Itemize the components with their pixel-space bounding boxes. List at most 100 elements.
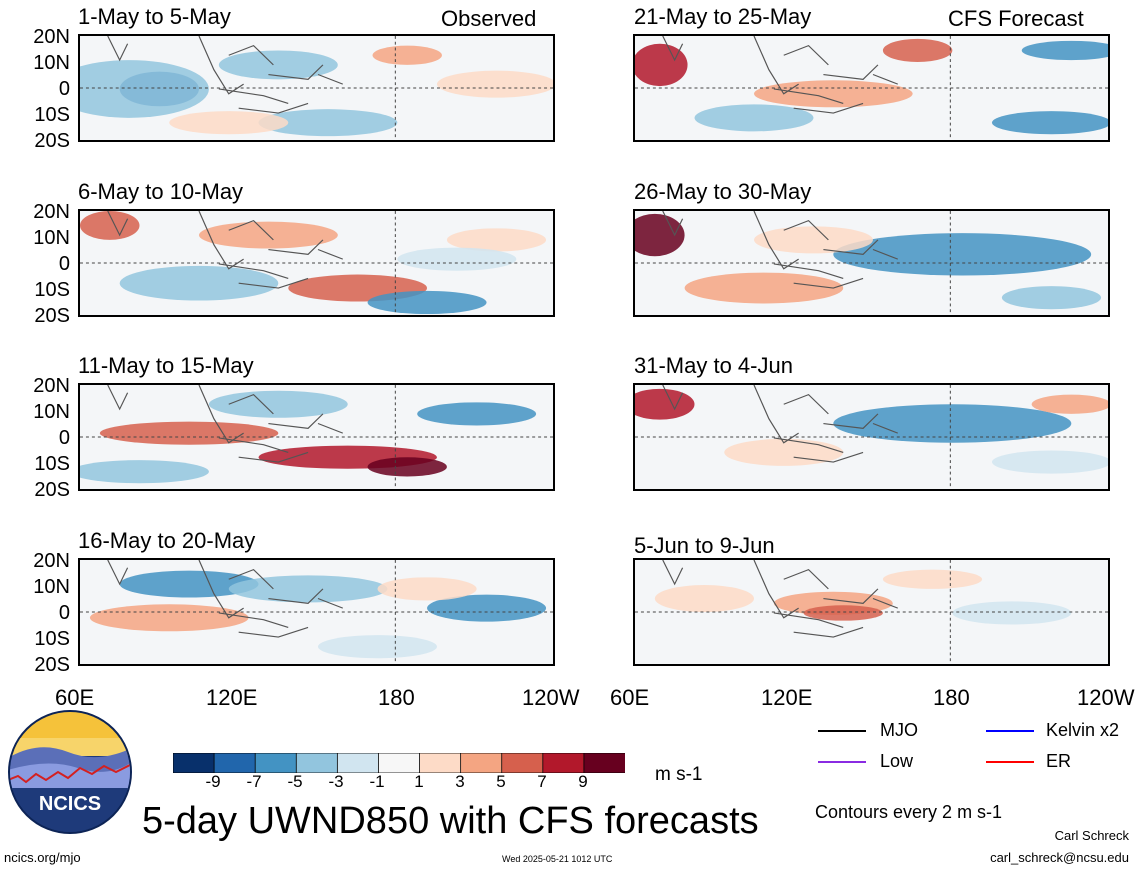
legend-swatch-mjo bbox=[818, 730, 866, 732]
colorbar-label: -9 bbox=[205, 772, 221, 791]
colorbar-label: 9 bbox=[578, 772, 588, 791]
anomaly-field bbox=[635, 211, 1108, 315]
observed-header: Observed bbox=[441, 6, 537, 31]
colorbar-swatch bbox=[295, 752, 339, 774]
anomaly-blob bbox=[991, 111, 1108, 135]
anomaly-blob bbox=[218, 50, 338, 80]
lat-label: 10N bbox=[33, 401, 70, 423]
footer-author: Carl Schreck bbox=[1054, 828, 1129, 843]
lat-label: 0 bbox=[58, 253, 70, 275]
lon-label: 60E bbox=[55, 685, 95, 710]
colorbar-swatch bbox=[460, 752, 503, 774]
legend-label-low: Low bbox=[880, 751, 914, 771]
colorbar-swatch bbox=[378, 752, 421, 774]
panel-title-6: 26-May to 30-May bbox=[634, 179, 812, 204]
panel-title-4: 16-May to 20-May bbox=[78, 528, 256, 553]
anomaly-blob bbox=[119, 265, 279, 301]
anomaly-field bbox=[635, 385, 1108, 489]
colorbar-swatch bbox=[542, 752, 585, 774]
legend-swatch-er bbox=[986, 761, 1034, 763]
contour-note: Contours every 2 m s-1 bbox=[815, 802, 1003, 822]
panel-title-3: 11-May to 15-May bbox=[78, 353, 254, 378]
colorbar-units: m s-1 bbox=[655, 764, 703, 785]
colorbar-label: -3 bbox=[328, 772, 344, 791]
lon-label: 120W bbox=[522, 685, 580, 710]
coastline bbox=[107, 36, 343, 114]
legend-swatch-low bbox=[818, 761, 866, 763]
anomaly-blob bbox=[882, 38, 953, 62]
anomaly-blob bbox=[372, 45, 442, 65]
coastline bbox=[107, 560, 343, 638]
anomaly-blob bbox=[694, 104, 814, 132]
colorbar-swatch bbox=[501, 752, 544, 774]
footer-email: carl_schreck@ncsu.edu bbox=[990, 850, 1129, 865]
lon-label: 120E bbox=[206, 685, 258, 710]
colorbar-label: -7 bbox=[246, 772, 262, 791]
lat-label: 10S bbox=[34, 453, 70, 475]
anomaly-blob bbox=[803, 605, 883, 621]
panel-title-8: 5-Jun to 9-Jun bbox=[634, 533, 775, 558]
anomaly-blob bbox=[228, 575, 388, 603]
logo-text: NCICS bbox=[39, 793, 101, 815]
lon-label: 120W bbox=[1077, 685, 1135, 710]
lon-label: 180 bbox=[378, 685, 415, 710]
anomaly-blob bbox=[654, 585, 754, 612]
lat-label: 0 bbox=[58, 78, 70, 100]
colorbar-label: 5 bbox=[496, 772, 506, 791]
map-panel-6 bbox=[633, 209, 1110, 317]
anomaly-blob bbox=[89, 604, 249, 632]
map-panel-7 bbox=[633, 383, 1110, 491]
legend-label-mjo: MJO bbox=[880, 720, 918, 740]
anomaly-blob bbox=[417, 402, 537, 426]
legend-swatch-kelvin bbox=[986, 730, 1034, 732]
lat-label: 20S bbox=[34, 130, 70, 152]
coastline bbox=[662, 211, 898, 289]
anomaly-blob bbox=[991, 450, 1108, 474]
forecast-header: CFS Forecast bbox=[948, 6, 1084, 31]
map-panel-4 bbox=[78, 558, 555, 666]
anomaly-blob bbox=[119, 570, 259, 598]
anomaly-field bbox=[635, 36, 1108, 140]
lat-label: 20N bbox=[33, 375, 70, 397]
anomaly-blob bbox=[169, 111, 289, 135]
anomaly-blob bbox=[80, 460, 209, 484]
anomaly-blob bbox=[1031, 394, 1108, 414]
colorbar-swatch bbox=[583, 752, 626, 774]
coastline bbox=[662, 560, 898, 638]
anomaly-blob bbox=[367, 290, 487, 315]
anomaly-blob bbox=[446, 228, 547, 252]
main-title: 5-day UWND850 with CFS forecasts bbox=[142, 800, 759, 842]
colorbar-swatch bbox=[213, 752, 257, 774]
map-panel-8 bbox=[633, 558, 1110, 666]
coastline bbox=[107, 385, 343, 463]
anomaly-blob bbox=[397, 247, 517, 271]
coastline bbox=[662, 36, 898, 114]
anomaly-blob bbox=[1021, 40, 1108, 61]
anomaly-blob bbox=[208, 390, 348, 418]
legend-label-kelvin: Kelvin x2 bbox=[1046, 720, 1120, 740]
lat-label: 20N bbox=[33, 550, 70, 572]
ncics-logo: NCICS bbox=[8, 710, 132, 834]
footer-timestamp: Wed 2025-05-21 1012 UTC bbox=[502, 854, 613, 864]
anomaly-blob bbox=[1001, 286, 1102, 310]
lat-label: 10S bbox=[34, 279, 70, 301]
anomaly-blob bbox=[952, 601, 1072, 625]
anomaly-blob bbox=[684, 272, 844, 304]
colorbar-swatch bbox=[254, 752, 298, 774]
panel-title-2: 6-May to 10-May bbox=[78, 179, 244, 204]
lat-label: 20N bbox=[33, 201, 70, 223]
anomaly-field bbox=[80, 560, 553, 664]
map-panel-1 bbox=[78, 34, 555, 142]
lat-label: 0 bbox=[58, 427, 70, 449]
anomaly-blob bbox=[80, 211, 140, 240]
colorbar-swatch bbox=[172, 752, 215, 774]
colorbar-label: 7 bbox=[537, 772, 547, 791]
map-panel-5 bbox=[633, 34, 1110, 142]
lat-label: 20N bbox=[33, 26, 70, 48]
anomaly-blob bbox=[367, 457, 447, 477]
colorbar-swatch bbox=[419, 752, 462, 774]
lat-label: 10S bbox=[34, 628, 70, 650]
colorbar-label: -5 bbox=[287, 772, 303, 791]
coastline bbox=[107, 211, 343, 289]
anomaly-blob bbox=[80, 60, 209, 118]
